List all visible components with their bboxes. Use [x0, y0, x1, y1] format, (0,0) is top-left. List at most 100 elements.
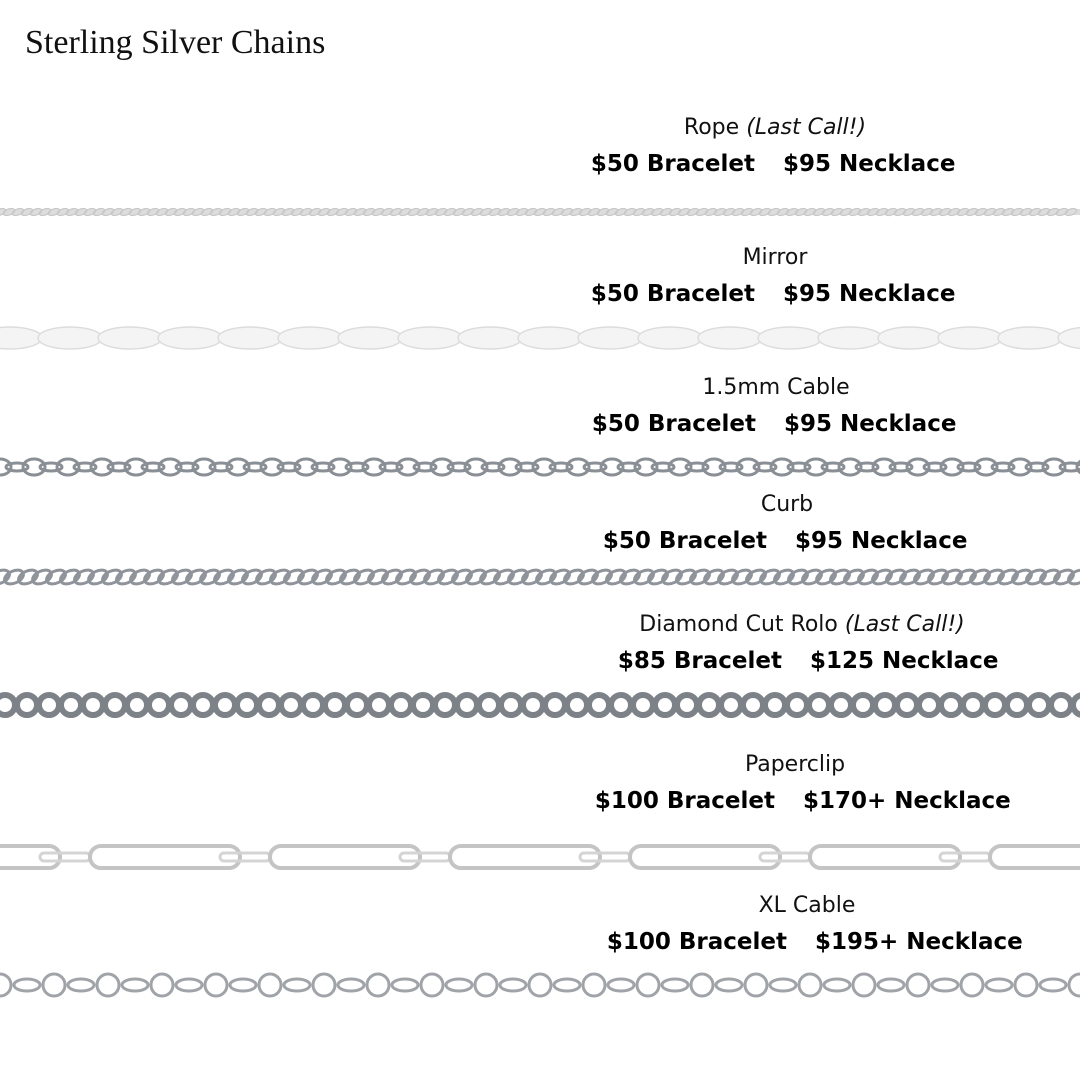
chain-link — [990, 461, 1016, 473]
chain-link — [21, 457, 47, 477]
necklace-price: $95 Necklace — [783, 281, 955, 307]
chain-link — [0, 457, 13, 477]
chain-link — [257, 972, 283, 998]
chain-link — [217, 326, 283, 350]
chain-link — [208, 461, 234, 473]
chain-image — [0, 692, 1080, 718]
chain-link — [735, 457, 761, 477]
chain-link — [41, 972, 67, 998]
chain-link — [457, 326, 523, 350]
chain-name: Curb — [761, 492, 813, 517]
last-call-note: (Last Call!) — [845, 612, 965, 637]
chain-name-text: Paperclip — [745, 752, 845, 777]
chain-link — [242, 461, 268, 473]
chain-link — [997, 326, 1063, 350]
chain-link — [327, 457, 353, 477]
chain-link — [660, 977, 690, 993]
chain-link — [336, 977, 366, 993]
chain-link — [140, 461, 166, 473]
chain-link — [497, 457, 523, 477]
chain-link — [228, 977, 258, 993]
chain-link — [606, 977, 636, 993]
chain-link — [743, 972, 769, 998]
chain-link — [565, 457, 591, 477]
necklace-price: $95 Necklace — [784, 411, 956, 437]
necklace-price: $170+ Necklace — [803, 788, 1011, 814]
chain-link — [446, 461, 472, 473]
chain-link — [38, 461, 64, 473]
chain-link — [174, 977, 204, 993]
chain-image — [0, 207, 1080, 217]
chain-link — [157, 326, 223, 350]
chain-link — [616, 461, 642, 473]
chain-link — [718, 461, 744, 473]
chain-name-text: Curb — [761, 492, 813, 517]
necklace-price: $95 Necklace — [783, 151, 955, 177]
chain-link — [667, 457, 693, 477]
chain-link — [714, 977, 744, 993]
chain-link — [1024, 461, 1050, 473]
chain-link — [689, 972, 715, 998]
chain-link — [548, 461, 574, 473]
chain-link — [1064, 207, 1078, 217]
chain-link — [937, 326, 1003, 350]
chain-name: Paperclip — [745, 752, 845, 777]
chain-link — [191, 457, 217, 477]
chain-link — [89, 457, 115, 477]
chain-link — [905, 972, 931, 998]
chain-link — [95, 972, 121, 998]
chain-link — [786, 461, 812, 473]
chain-link — [37, 326, 103, 350]
chain-link — [106, 461, 132, 473]
chain-name-text: 1.5mm Cable — [702, 375, 849, 400]
chain-link — [988, 844, 1080, 870]
bracelet-price: $100 Bracelet — [595, 788, 775, 814]
chain-link — [66, 977, 96, 993]
chain-link — [820, 461, 846, 473]
chain-link — [174, 461, 200, 473]
chain-link — [448, 844, 602, 870]
chain-link — [871, 457, 897, 477]
chain-link — [1007, 457, 1033, 477]
chain-link — [822, 977, 852, 993]
chain-link — [768, 977, 798, 993]
necklace-price: $195+ Necklace — [815, 929, 1023, 955]
chain-link — [984, 977, 1014, 993]
chain-link — [310, 461, 336, 473]
chain-link — [55, 457, 81, 477]
chain-link — [701, 457, 727, 477]
bracelet-price: $100 Bracelet — [607, 929, 787, 955]
title: Sterling Silver Chains — [25, 24, 325, 61]
chain-name-text: Diamond Cut Rolo — [639, 612, 838, 637]
chain-link — [939, 457, 965, 477]
chain-name-text: XL Cable — [759, 893, 856, 918]
chain-link — [444, 977, 474, 993]
chain-link — [582, 461, 608, 473]
chain-link — [88, 844, 242, 870]
chain-link — [956, 461, 982, 473]
chain-link — [72, 461, 98, 473]
chain-link — [633, 457, 659, 477]
chain-item: Curb $50 Bracelet $95 Necklace — [0, 492, 1080, 586]
chain-link — [149, 972, 175, 998]
chain-name: 1.5mm Cable — [702, 375, 849, 400]
last-call-note: (Last Call!) — [746, 115, 866, 140]
chain-link — [517, 326, 583, 350]
chain-link — [684, 461, 710, 473]
chain-link — [1075, 459, 1080, 475]
chain-link — [577, 326, 643, 350]
chain-link — [628, 844, 782, 870]
chain-link — [876, 977, 906, 993]
chain-item: XL Cable $100 Bracelet $195+ Necklace — [0, 893, 1080, 998]
chain-link — [797, 972, 823, 998]
chain-image — [0, 844, 1080, 870]
bracelet-price: $50 Bracelet — [592, 411, 756, 437]
chain-item: Diamond Cut Rolo (Last Call!) $85 Bracele… — [0, 612, 1080, 718]
chain-link — [851, 972, 877, 998]
chain-item: Rope (Last Call!) $50 Bracelet $95 Necklac… — [0, 115, 1080, 217]
chain-link — [531, 457, 557, 477]
chain-link — [203, 972, 229, 998]
